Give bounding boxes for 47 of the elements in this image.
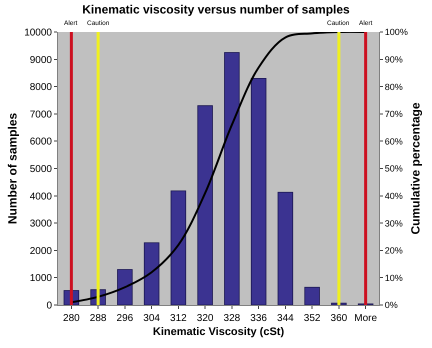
y2-tick-label: 50% (384, 164, 403, 174)
bar (197, 105, 213, 305)
y-tick-label: 3000 (30, 218, 52, 230)
y-tick-label: 4000 (30, 191, 52, 202)
x-axis-title: Kinematic Viscosity (cSt) (152, 326, 284, 338)
y-axis-title: Number of samples (5, 112, 20, 224)
bar (170, 190, 186, 305)
y2-tick-label: 80% (384, 82, 403, 92)
y2-tick-label: 60% (384, 136, 403, 146)
bar (304, 286, 320, 305)
bar (117, 269, 133, 305)
y-tick-label: 10000 (24, 28, 52, 38)
y2-axis-title: Cumulative percentage (408, 102, 423, 235)
y-tick-label: 5000 (30, 164, 52, 175)
y2-tick-label: 70% (384, 109, 403, 120)
y2-tick-label: 0% (384, 300, 398, 310)
x-tick-label: 360 (330, 313, 348, 324)
y-tick-label: 6000 (30, 136, 52, 148)
bar (144, 242, 160, 305)
y2-tick-label: 30% (384, 218, 403, 228)
bar (278, 192, 294, 305)
y-tick-label: 8000 (30, 82, 52, 94)
x-tick-label: 352 (304, 313, 321, 324)
y-tick-label: 0 (46, 300, 52, 312)
y-tick-label: 7000 (30, 109, 52, 120)
x-tick-label: 320 (196, 313, 214, 324)
y2-tick-label: 20% (384, 246, 403, 256)
y2-tick-label: 90% (384, 54, 403, 64)
line-series (70, 32, 367, 304)
x-tick-label: 296 (116, 313, 134, 324)
y2-tick-label: 100% (384, 27, 408, 38)
x-tick-label: 336 (250, 313, 268, 324)
bar (224, 52, 240, 305)
y-tick-label: 9000 (30, 54, 52, 66)
bar (250, 78, 266, 305)
x-tick-label: 304 (143, 313, 160, 324)
y2-tick-label: 10% (384, 272, 403, 283)
y-tick-label: 2000 (30, 246, 52, 257)
chart-title: Kinematic viscosity versus number of samples (82, 2, 350, 17)
x-tick-label: 312 (170, 313, 188, 324)
x-tick-label: 288 (90, 313, 107, 324)
y2-tick-label: 40% (384, 190, 403, 201)
x-tick-label: 344 (277, 313, 294, 324)
y-tick-label: 1000 (30, 273, 52, 284)
x-tick-label: 328 (224, 313, 241, 324)
x-tick-label: More (354, 313, 378, 324)
x-tick-label: 280 (63, 313, 80, 324)
